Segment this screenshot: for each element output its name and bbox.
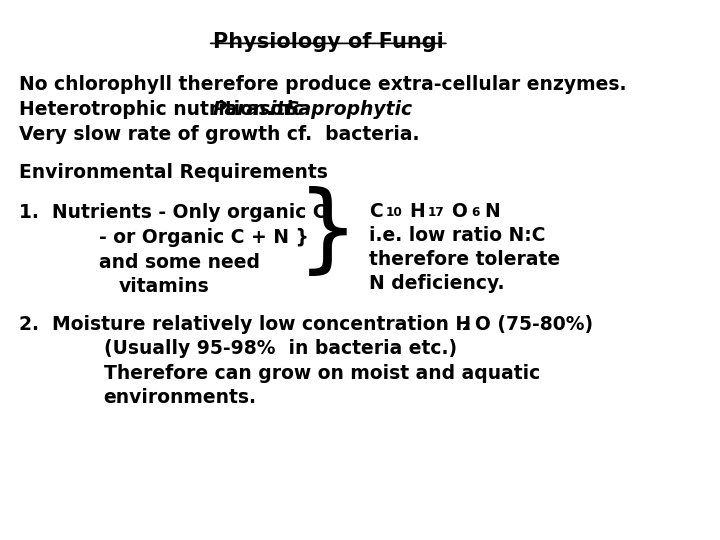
- Text: O (75-80%): O (75-80%): [475, 315, 593, 334]
- Text: 2: 2: [462, 320, 471, 333]
- Text: Very slow rate of growth cf.  bacteria.: Very slow rate of growth cf. bacteria.: [19, 125, 420, 144]
- Text: Parasitic: Parasitic: [212, 100, 303, 119]
- Text: i.e. low ratio N:C: i.e. low ratio N:C: [369, 226, 545, 245]
- Text: 10: 10: [386, 206, 402, 219]
- Text: N: N: [485, 201, 500, 221]
- Text: or: or: [264, 100, 300, 119]
- Text: 17: 17: [427, 206, 444, 219]
- Text: O: O: [451, 201, 467, 221]
- Text: H: H: [409, 201, 425, 221]
- Text: Saprophytic: Saprophytic: [286, 100, 413, 119]
- Text: }: }: [297, 186, 359, 279]
- Text: vitamins: vitamins: [119, 277, 210, 296]
- Text: environments.: environments.: [104, 388, 257, 407]
- Text: Environmental Requirements: Environmental Requirements: [19, 163, 328, 182]
- Text: Heterotrophic nutrition.: Heterotrophic nutrition.: [19, 100, 287, 119]
- Text: C: C: [369, 201, 382, 221]
- Text: 1.  Nutrients - Only organic C: 1. Nutrients - Only organic C: [19, 203, 327, 222]
- Text: No chlorophyll therefore produce extra-cellular enzymes.: No chlorophyll therefore produce extra-c…: [19, 75, 626, 94]
- Text: - or Organic C + N }: - or Organic C + N }: [99, 228, 309, 247]
- Text: therefore tolerate: therefore tolerate: [369, 250, 559, 269]
- Text: and some need: and some need: [99, 253, 260, 272]
- Text: 2.  Moisture relatively low concentration H: 2. Moisture relatively low concentration…: [19, 315, 471, 334]
- Text: 6: 6: [472, 206, 480, 219]
- Text: Physiology of Fungi: Physiology of Fungi: [213, 32, 444, 52]
- Text: (Usually 95-98%  in bacteria etc.): (Usually 95-98% in bacteria etc.): [104, 340, 456, 359]
- Text: Therefore can grow on moist and aquatic: Therefore can grow on moist and aquatic: [104, 363, 540, 382]
- Text: N deficiency.: N deficiency.: [369, 274, 504, 293]
